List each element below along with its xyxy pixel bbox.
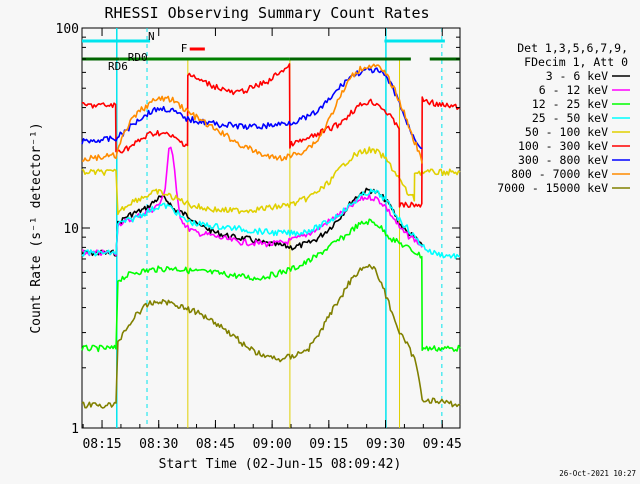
status-label-rd0: RD0 [128,51,148,64]
x-axis-label: Start Time (02-Jun-15 08:09:42) [159,457,402,472]
x-tick-label-1: 08:30 [139,437,178,452]
series-line-6 [81,67,423,150]
plot-timestamp: 26-Oct-2021 10:27 [559,469,636,478]
legend-label-1: 6 - 12 keV [539,83,608,97]
legend-label-8: 7000 - 15000 keV [497,181,608,195]
chart-title: RHESSI Observing Summary Count Rates [104,4,429,22]
x-tick-label-5: 09:30 [366,437,405,452]
status-label-rd6: RD6 [108,60,128,73]
legend-label-5: 100 - 300 keV [518,139,608,153]
series-line-3 [81,188,461,260]
legend-label-6: 300 - 800 keV [518,153,608,167]
legend-label-7: 800 - 7000 keV [511,167,608,181]
series-line-5 [82,63,461,208]
status-label-f: F [181,42,188,55]
series-line-8 [81,263,461,409]
legend-label-0: 3 - 6 keV [546,69,608,83]
legend-header-1: Det 1,3,5,6,7,9, [517,41,628,55]
y-tick-label-0: 1 [71,422,79,437]
y-tick-label-2: 100 [56,22,79,37]
legend-label-3: 25 - 50 keV [532,111,608,125]
status-label-n: N [148,30,155,43]
x-tick-label-4: 09:15 [309,437,348,452]
legend-label-4: 50 - 100 keV [525,125,608,139]
series-line-7 [81,63,423,164]
y-tick-label-1: 10 [63,222,79,237]
x-tick-label-6: 09:45 [423,437,462,452]
y-axis-label: Count Rate (s⁻¹ detector⁻¹) [29,122,44,333]
x-tick-label-0: 08:15 [82,437,121,452]
x-tick-label-2: 08:45 [196,437,235,452]
legend-header-2: FDecim 1, Att 0 [524,55,628,69]
x-tick-label-3: 09:00 [253,437,292,452]
series-line-2 [81,218,461,353]
series-line-1 [81,146,423,257]
legend-label-2: 12 - 25 keV [532,97,608,111]
